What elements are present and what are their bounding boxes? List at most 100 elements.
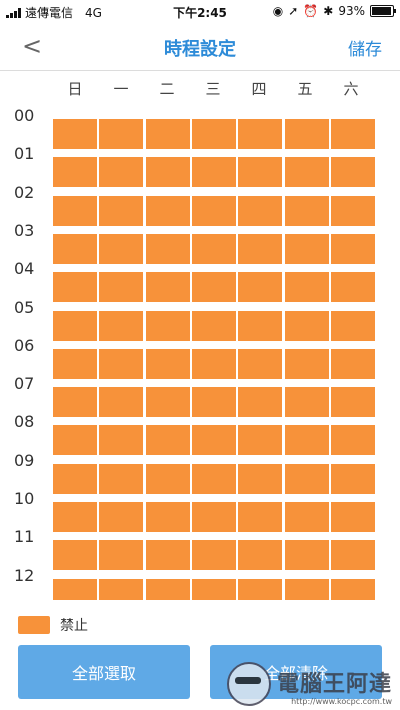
schedule-cell[interactable] <box>53 502 97 532</box>
schedule-cell[interactable] <box>53 387 97 418</box>
schedule-cell[interactable] <box>191 540 236 571</box>
save-button[interactable]: 儲存 <box>348 40 382 60</box>
schedule-cell[interactable] <box>145 310 190 341</box>
schedule-cell[interactable] <box>238 578 283 600</box>
schedule-cell[interactable] <box>99 387 144 418</box>
schedule-cell[interactable] <box>284 463 329 494</box>
schedule-cell[interactable] <box>53 348 97 379</box>
schedule-cell[interactable] <box>284 540 329 571</box>
schedule-cell[interactable] <box>53 195 97 226</box>
schedule-cell[interactable] <box>238 272 283 303</box>
schedule-cell[interactable] <box>191 195 236 226</box>
schedule-cell[interactable] <box>330 233 375 264</box>
schedule-cell[interactable] <box>330 348 375 379</box>
schedule-cell[interactable] <box>145 425 190 456</box>
schedule-cell[interactable] <box>53 119 97 149</box>
schedule-cell[interactable] <box>238 348 283 379</box>
schedule-cell[interactable] <box>330 272 375 303</box>
schedule-cell[interactable] <box>330 502 375 532</box>
schedule-cell[interactable] <box>191 387 236 418</box>
schedule-cell[interactable] <box>99 233 144 264</box>
weekday-header: 日一二三四五六 <box>53 78 375 99</box>
schedule-cell[interactable] <box>330 157 375 188</box>
schedule-cell[interactable] <box>238 310 283 341</box>
schedule-cell[interactable] <box>330 119 375 149</box>
schedule-cell[interactable] <box>191 119 236 149</box>
schedule-cell[interactable] <box>284 348 329 379</box>
schedule-cell[interactable] <box>99 502 144 532</box>
schedule-cell[interactable] <box>284 310 329 341</box>
schedule-cell[interactable] <box>145 387 190 418</box>
schedule-cell[interactable] <box>53 425 97 456</box>
schedule-cell[interactable] <box>238 233 283 264</box>
schedule-cell[interactable] <box>238 502 283 532</box>
schedule-cell[interactable] <box>145 119 190 149</box>
schedule-cell[interactable] <box>330 387 375 418</box>
schedule-cell[interactable] <box>145 348 190 379</box>
schedule-cell[interactable] <box>99 463 144 494</box>
schedule-cell[interactable] <box>53 310 97 341</box>
schedule-cell[interactable] <box>99 157 144 188</box>
schedule-cell[interactable] <box>191 578 236 600</box>
schedule-cell[interactable] <box>145 502 190 532</box>
schedule-cell[interactable] <box>53 157 97 188</box>
schedule-cell[interactable] <box>191 463 236 494</box>
schedule-cell[interactable] <box>238 540 283 571</box>
schedule-cell[interactable] <box>145 233 190 264</box>
schedule-cell[interactable] <box>191 272 236 303</box>
schedule-cell[interactable] <box>330 578 375 600</box>
schedule-cell[interactable] <box>191 310 236 341</box>
schedule-cell[interactable] <box>99 310 144 341</box>
schedule-cell[interactable] <box>330 463 375 494</box>
schedule-cell[interactable] <box>99 540 144 571</box>
schedule-cell[interactable] <box>145 463 190 494</box>
schedule-cell[interactable] <box>238 463 283 494</box>
schedule-cell[interactable] <box>238 387 283 418</box>
schedule-cell[interactable] <box>284 157 329 188</box>
schedule-cell[interactable] <box>99 348 144 379</box>
schedule-cell[interactable] <box>53 578 97 600</box>
select-all-button[interactable]: 全部選取 <box>18 645 190 699</box>
schedule-cell[interactable] <box>191 502 236 532</box>
schedule-cell[interactable] <box>284 272 329 303</box>
schedule-cell[interactable] <box>99 578 144 600</box>
schedule-cell[interactable] <box>284 578 329 600</box>
schedule-cell[interactable] <box>284 425 329 456</box>
schedule-cell[interactable] <box>145 157 190 188</box>
schedule-cell[interactable] <box>53 540 97 571</box>
schedule-cell[interactable] <box>284 119 329 149</box>
schedule-cell[interactable] <box>53 272 97 303</box>
schedule-cell[interactable] <box>145 195 190 226</box>
schedule-cell[interactable] <box>53 233 97 264</box>
chevron-left-icon[interactable]: < <box>22 32 43 60</box>
schedule-cell[interactable] <box>99 119 144 149</box>
schedule-cell[interactable] <box>191 157 236 188</box>
schedule-cell[interactable] <box>284 502 329 532</box>
schedule-cell[interactable] <box>145 272 190 303</box>
schedule-cell[interactable] <box>330 540 375 571</box>
schedule-cell[interactable] <box>284 387 329 418</box>
weekday-label: 二 <box>159 80 175 98</box>
schedule-cell[interactable] <box>238 195 283 226</box>
schedule-cell[interactable] <box>284 195 329 226</box>
schedule-cell[interactable] <box>330 425 375 456</box>
schedule-cell[interactable] <box>145 578 190 600</box>
carrier-name: 遠傳電信 <box>25 6 74 20</box>
schedule-cell[interactable] <box>191 425 236 456</box>
schedule-cell[interactable] <box>191 233 236 264</box>
schedule-cell[interactable] <box>238 425 283 456</box>
schedule-cell[interactable] <box>99 195 144 226</box>
schedule-cell[interactable] <box>284 233 329 264</box>
hour-label: 08 <box>14 412 35 432</box>
schedule-cell[interactable] <box>99 425 144 456</box>
schedule-cell[interactable] <box>145 540 190 571</box>
hour-label: 11 <box>14 527 35 547</box>
schedule-cell[interactable] <box>53 463 97 494</box>
schedule-cell[interactable] <box>330 195 375 226</box>
weekday-label: 五 <box>297 80 313 98</box>
schedule-cell[interactable] <box>238 119 283 149</box>
schedule-cell[interactable] <box>191 348 236 379</box>
schedule-cell[interactable] <box>238 157 283 188</box>
schedule-cell[interactable] <box>330 310 375 341</box>
schedule-cell[interactable] <box>99 272 144 303</box>
